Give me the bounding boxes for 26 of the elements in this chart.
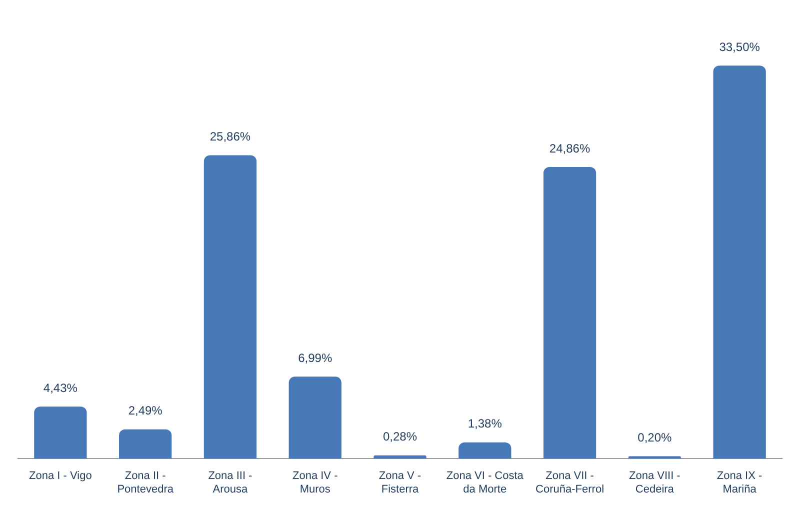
data-label: 33,50% [719, 40, 760, 54]
x-tick-label: Zona IX - Mariña [716, 470, 763, 496]
data-label: 4,43% [43, 380, 78, 395]
bar [374, 455, 426, 459]
bar [119, 429, 172, 459]
data-label: 24,86% [549, 141, 590, 156]
data-label: 25,86% [210, 130, 251, 144]
bar [458, 442, 512, 459]
x-tick-label: Zona II - Pontevedra [117, 470, 174, 496]
data-label: 0,20% [638, 430, 672, 445]
x-tick-label: Zona VI - Costa da Morte [446, 470, 524, 496]
x-tick-label: Zona I - Vigo [29, 470, 92, 482]
data-label: 2,49% [128, 404, 163, 418]
bar [34, 406, 87, 459]
data-label: 1,38% [468, 416, 502, 431]
x-tick-label: Zona IV - Muros [292, 470, 338, 496]
x-tick-label: Zona V - Fisterra [378, 470, 422, 496]
x-tick-label: Zona III - Arousa [208, 470, 253, 496]
x-tick-label: Zona VIII - Cedeira [628, 470, 681, 496]
bar [543, 166, 596, 459]
bar [288, 376, 342, 459]
bar [713, 66, 766, 459]
bar [204, 155, 257, 459]
data-label: 6,99% [298, 350, 332, 365]
x-tick-label: Zona VII - Coruña-Ferrol [536, 470, 604, 496]
data-label: 0,28% [382, 430, 418, 444]
